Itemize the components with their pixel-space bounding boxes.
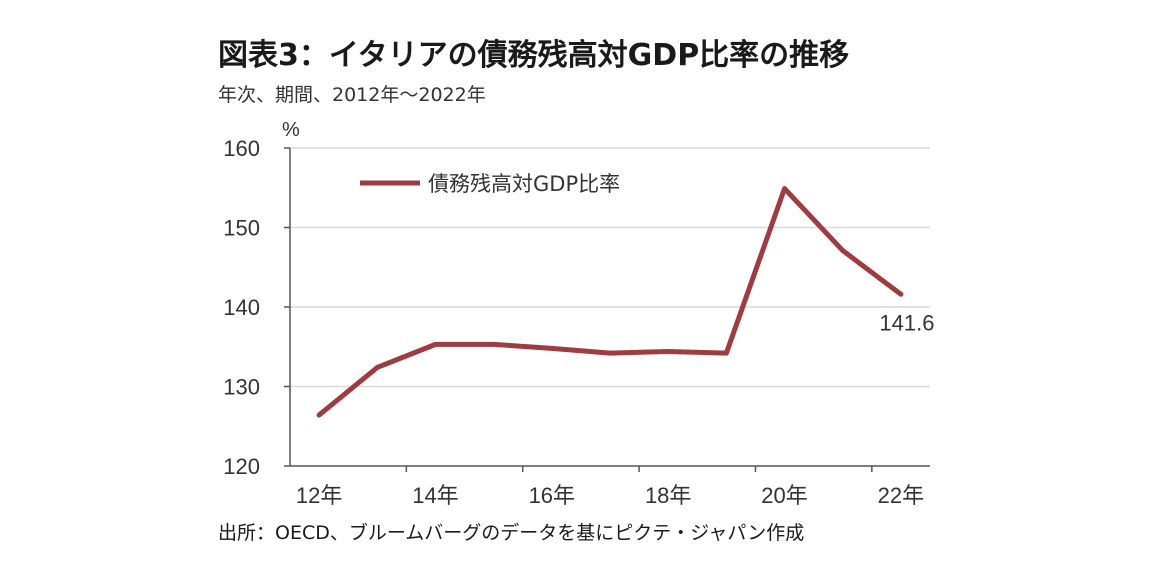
y-tick-label: 140	[223, 295, 260, 320]
y-tick-label: 130	[223, 375, 260, 400]
source-note: 出所：OECD、ブルームバーグのデータを基にピクテ・ジャパン作成	[218, 522, 805, 544]
y-tick-label: 150	[223, 216, 260, 241]
chart-title: 図表3：イタリアの債務残高対GDP比率の推移	[218, 38, 850, 73]
x-tick-label: 22年	[878, 483, 924, 508]
y-tick-label: 120	[223, 454, 260, 479]
x-tick-label: 20年	[761, 483, 807, 508]
chart-subtitle: 年次、期間、2012年～2022年	[218, 84, 486, 106]
y-axis-unit: %	[282, 119, 300, 141]
y-tick-label: 160	[223, 136, 260, 161]
data-label: 141.6	[879, 310, 934, 335]
x-tick-label: 14年	[412, 483, 458, 508]
x-tick-label: 16年	[529, 483, 575, 508]
x-tick-label: 12年	[296, 483, 342, 508]
series-line	[316, 186, 904, 418]
legend-label: 債務残高対GDP比率	[428, 172, 620, 196]
x-tick-label: 18年	[645, 483, 691, 508]
